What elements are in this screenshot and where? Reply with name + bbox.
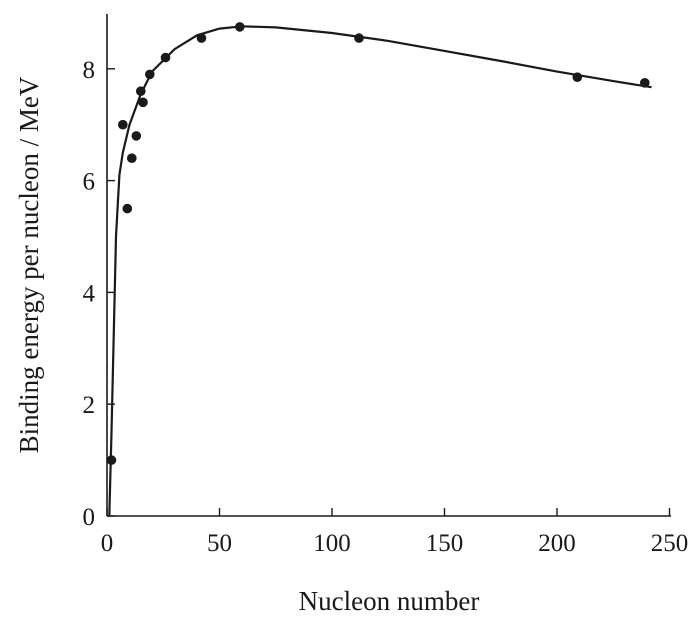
y-tick-label: 0: [83, 504, 96, 531]
y-tick-label: 6: [83, 169, 96, 196]
data-point: [354, 33, 364, 43]
data-point: [127, 153, 137, 163]
y-tick-label: 2: [83, 392, 96, 419]
x-ticks: 0 50 100 150 200 250: [101, 508, 689, 557]
y-tick-label: 8: [83, 57, 96, 84]
x-tick-label: 0: [101, 530, 114, 557]
x-axis-label: Nucleon number: [299, 586, 480, 616]
data-point: [235, 22, 245, 32]
data-points: [106, 22, 650, 465]
data-point: [160, 52, 171, 63]
data-point: [118, 119, 128, 130]
data-point: [131, 131, 142, 141]
data-point: [640, 78, 650, 88]
data-point: [136, 86, 146, 96]
data-point: [196, 33, 207, 43]
x-tick-label: 150: [426, 530, 464, 557]
y-axis-label: Binding energy per nucleon / MeV: [14, 76, 44, 453]
x-tick-label: 50: [207, 530, 232, 557]
x-tick-label: 100: [313, 530, 351, 557]
x-tick-label: 250: [651, 530, 689, 557]
data-point: [145, 69, 155, 80]
y-ticks: 0 2 4 6 8: [83, 57, 115, 531]
fit-curve: [108, 25, 652, 517]
y-tick-label: 4: [83, 280, 96, 307]
data-point: [106, 455, 117, 465]
axes: [106, 14, 671, 517]
x-tick-label: 200: [538, 530, 576, 557]
data-point: [572, 72, 583, 82]
data-point: [138, 97, 148, 108]
data-point: [122, 203, 133, 214]
